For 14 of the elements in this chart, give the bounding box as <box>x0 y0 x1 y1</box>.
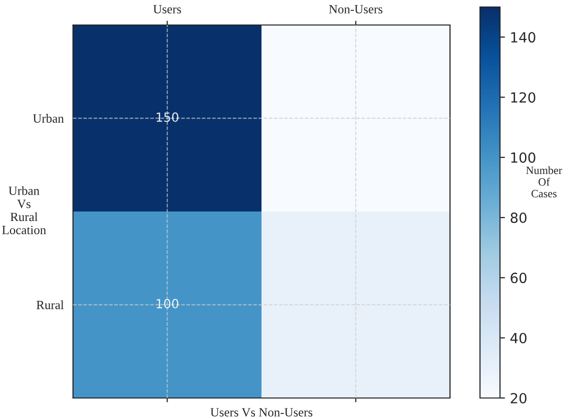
color-bar-title: Number Of Cases <box>526 166 562 198</box>
x-axis-title: Users Vs Non-Users <box>210 408 312 417</box>
y-tick-label: Urban <box>32 114 64 123</box>
color-bar-label: 20 <box>510 392 526 404</box>
color-bar-label: 100 <box>511 152 536 163</box>
color-bar-label: 80 <box>510 212 526 224</box>
y-axis-title: Urban Vs Rural Location <box>2 186 46 234</box>
y-tick-label: Rural <box>36 300 64 310</box>
x-tick-label: Users <box>153 5 182 14</box>
color-bar-label: 60 <box>510 272 526 284</box>
color-bar-label: 140 <box>511 32 536 43</box>
color-bar-label: 120 <box>511 92 536 103</box>
x-tick-label: Non-Users <box>329 5 382 14</box>
color-bar-label: 40 <box>510 332 526 344</box>
